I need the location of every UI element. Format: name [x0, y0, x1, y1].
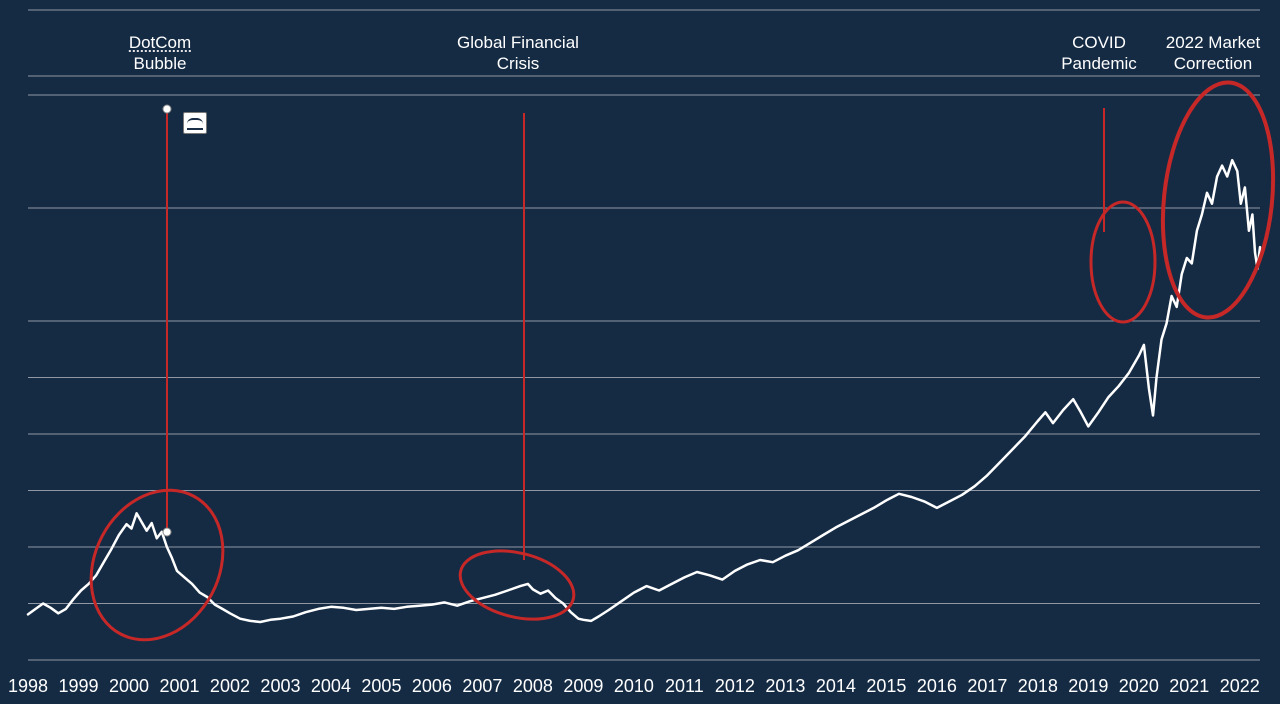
- market-history-chart: 1998199920002001200220032004200520062007…: [0, 0, 1280, 704]
- gfc-highlight-ellipse: [453, 540, 581, 630]
- price-line: [28, 160, 1260, 622]
- chart-svg: [0, 0, 1280, 704]
- annotation-toggle-icon[interactable]: [183, 112, 207, 134]
- dotcom-marker-dot: [163, 105, 171, 113]
- covid-highlight-ellipse: [1091, 202, 1155, 322]
- dotcom-marker-dot: [163, 528, 171, 536]
- correction2022-highlight-ellipse: [1152, 77, 1280, 323]
- dotcom-highlight-ellipse: [66, 467, 249, 663]
